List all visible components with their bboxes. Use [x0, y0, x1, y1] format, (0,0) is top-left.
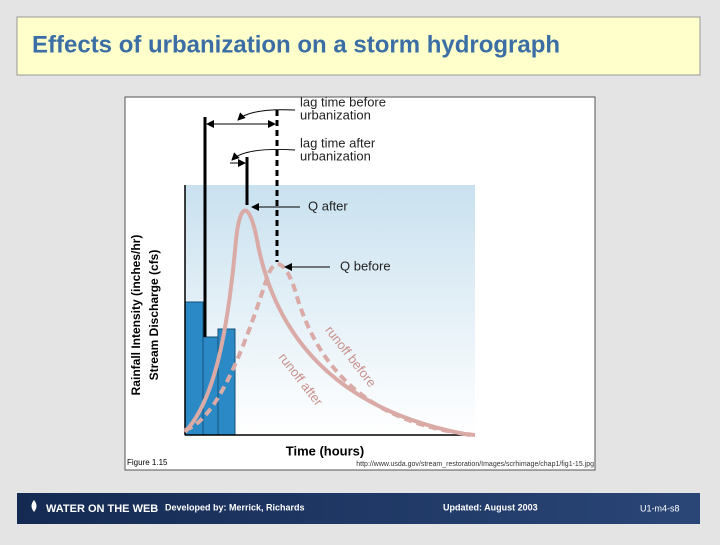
label: Q after	[308, 198, 348, 213]
arrows	[206, 109, 330, 271]
label: urbanization	[300, 107, 371, 122]
curve-after	[183, 208, 471, 437]
logo-drop	[31, 500, 37, 512]
updated: Updated: August 2003	[443, 502, 538, 512]
x-axis-label: Time (hours)	[286, 443, 365, 458]
label: Q before	[340, 258, 391, 273]
label: urbanization	[300, 148, 371, 163]
slide-id: U1-m4-s8	[640, 503, 680, 513]
label: lag time after	[300, 135, 376, 150]
title: Effects of urbanization on a storm hydro…	[32, 31, 560, 58]
caption: Figure 1.15	[127, 458, 168, 467]
curve-before	[184, 262, 476, 437]
logo: WATER ON THE WEB	[46, 503, 158, 515]
y-axis-label: Stream Discharge (cfs)	[147, 250, 161, 381]
y-axis-label: Rainfall Intensity (inches/hr)	[129, 235, 143, 396]
footer-bar	[17, 493, 700, 524]
title-box	[16, 16, 701, 76]
credits: Developed by: Merrick, Richards	[165, 502, 305, 512]
source: http://www.usda.gov/stream_restoration/I…	[356, 461, 594, 468]
label: lag time before	[300, 94, 386, 109]
